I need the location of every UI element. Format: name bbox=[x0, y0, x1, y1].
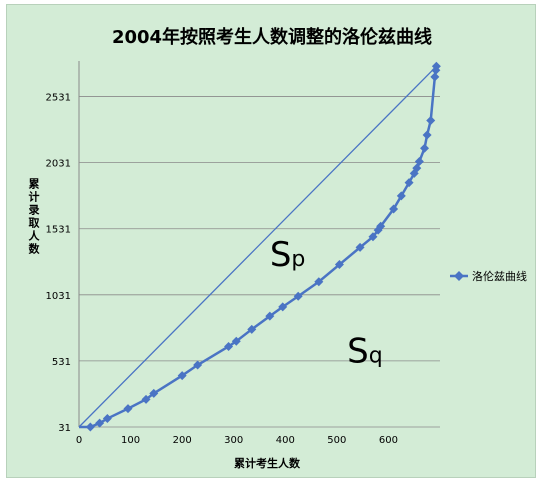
data-point bbox=[355, 242, 365, 252]
data-point bbox=[420, 143, 430, 153]
chart-figure: 2004年按照考生人数调整的洛伦兹曲线 31 531 1031 1531 2031 253… bbox=[6, 4, 536, 478]
data-point bbox=[231, 336, 241, 346]
data-point bbox=[141, 394, 151, 404]
data-point bbox=[404, 178, 414, 188]
x-tick-label: 100 bbox=[121, 435, 140, 446]
y-tick-label: 2031 bbox=[46, 159, 71, 170]
data-point bbox=[177, 371, 187, 381]
data-point bbox=[265, 311, 275, 321]
data-point bbox=[376, 221, 386, 231]
x-tick-label: 600 bbox=[379, 435, 398, 446]
y-tick-label: 2531 bbox=[46, 93, 71, 104]
data-point bbox=[193, 360, 203, 370]
data-point bbox=[430, 72, 440, 82]
equality-line bbox=[78, 65, 437, 428]
legend: 洛伦兹曲线 bbox=[450, 269, 527, 283]
x-tick-label: 0 bbox=[76, 435, 82, 446]
data-point bbox=[314, 277, 324, 287]
data-point bbox=[414, 156, 424, 166]
data-point bbox=[426, 115, 436, 125]
chart-title: 2004年按照考生人数调整的洛伦兹曲线 bbox=[112, 26, 432, 48]
data-point bbox=[412, 163, 422, 173]
y-axis-label: 累计录取人数 bbox=[29, 178, 41, 256]
legend-label: 洛伦兹曲线 bbox=[472, 269, 527, 283]
x-tick-label: 300 bbox=[224, 435, 243, 446]
y-tick-label: 531 bbox=[52, 357, 71, 368]
data-point bbox=[278, 302, 288, 312]
y-tick-label: 1031 bbox=[46, 291, 71, 302]
data-point bbox=[368, 232, 378, 242]
x-axis-ticks: 0 100 200 300 400 500 600 bbox=[76, 435, 398, 446]
data-point bbox=[149, 388, 159, 398]
y-tick-label: 31 bbox=[58, 423, 71, 434]
legend-marker-icon bbox=[454, 271, 464, 281]
data-point bbox=[102, 414, 112, 424]
data-point bbox=[247, 324, 257, 334]
annotation-label: Sq bbox=[347, 331, 383, 371]
data-point bbox=[224, 342, 234, 352]
x-tick-label: 400 bbox=[276, 435, 295, 446]
series-markers bbox=[85, 61, 441, 432]
annotations: Sp Sq bbox=[270, 235, 383, 371]
x-axis-label: 累计考生人数 bbox=[234, 456, 301, 470]
data-point bbox=[95, 418, 105, 428]
x-tick-label: 500 bbox=[327, 435, 346, 446]
y-tick-label: 1531 bbox=[46, 225, 71, 236]
y-axis-ticks: 31 531 1031 1531 2031 2531 bbox=[46, 93, 71, 434]
data-point bbox=[293, 291, 303, 301]
data-point bbox=[389, 204, 399, 214]
grid bbox=[79, 96, 440, 428]
data-point bbox=[422, 130, 432, 140]
annotation-label: Sp bbox=[270, 235, 306, 275]
data-point bbox=[334, 260, 344, 270]
data-point bbox=[85, 422, 95, 432]
data-point bbox=[431, 61, 441, 71]
data-point bbox=[123, 404, 133, 414]
x-tick-label: 200 bbox=[173, 435, 192, 446]
lorenz-chart: 2004年按照考生人数调整的洛伦兹曲线 31 531 1031 1531 2031 253… bbox=[29, 26, 528, 470]
data-point bbox=[396, 191, 406, 201]
